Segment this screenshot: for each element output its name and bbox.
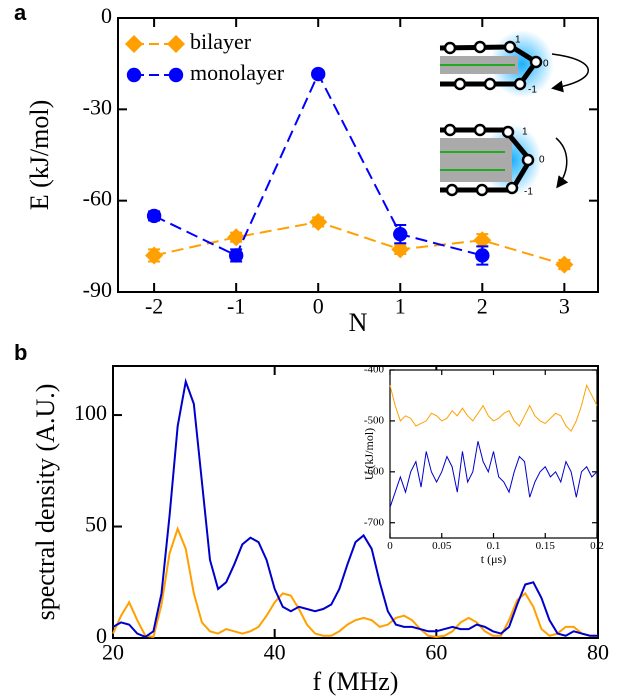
y-tick-label: 50 <box>85 512 107 537</box>
y-tick-label: 0 <box>96 623 107 648</box>
marker <box>555 255 574 274</box>
plot-frame <box>112 365 599 639</box>
legend-marker <box>126 67 142 83</box>
marker <box>475 248 490 263</box>
legend-marker <box>168 67 184 83</box>
schematic: 1 0 -1 1 0 -1 <box>439 30 589 198</box>
marker <box>146 208 162 224</box>
y-axis-label: spectral density (A.U.) <box>31 384 60 621</box>
site-label: -1 <box>528 85 537 96</box>
plot-frame <box>117 17 599 293</box>
x-tick-label: 0 <box>313 294 324 319</box>
marker <box>473 231 492 250</box>
arrow <box>551 53 589 93</box>
site-label: -1 <box>524 187 533 198</box>
site-label: 0 <box>543 59 549 70</box>
y-tick-label: -600 <box>364 465 385 477</box>
panel-label: b <box>14 340 27 365</box>
marker <box>311 66 326 82</box>
y-tick-label: -500 <box>364 414 385 426</box>
marker <box>391 240 410 259</box>
core <box>440 138 512 182</box>
x-tick-label: -2 <box>145 294 163 319</box>
arrow <box>555 137 569 189</box>
x-tick-label: 20 <box>102 640 124 665</box>
x-tick-label: 80 <box>587 640 609 665</box>
marker <box>393 226 408 242</box>
marker <box>228 248 244 263</box>
y-tick-label: -400 <box>364 364 385 376</box>
x-tick-label: 1 <box>395 294 406 319</box>
site-label: 1 <box>515 35 521 46</box>
x-tick-label: -1 <box>227 294 245 319</box>
x-tick-label: 3 <box>559 294 570 319</box>
legend-label: monolayer <box>190 60 285 85</box>
y-tick-label: -700 <box>364 516 385 528</box>
x-axis-label: N <box>349 308 368 337</box>
x-tick-label: 0.05 <box>432 540 452 552</box>
y-axis-label: U (kJ/mol) <box>362 428 376 480</box>
y-tick-label: 100 <box>74 400 107 425</box>
marker <box>309 212 328 231</box>
series-line <box>112 525 598 638</box>
x-tick-label: 0.15 <box>536 540 556 552</box>
legend-label: bilayer <box>190 29 252 54</box>
site-label: 0 <box>539 155 545 166</box>
x-axis-label: f (MHz) <box>313 667 399 696</box>
series-line <box>389 441 598 508</box>
series-line <box>153 220 565 266</box>
y-tick-label: 0 <box>101 3 112 28</box>
marker <box>145 246 164 265</box>
y-tick-label: -90 <box>83 277 112 302</box>
x-tick-label: 0.2 <box>590 540 604 552</box>
x-tick-label: 60 <box>425 640 447 665</box>
beads <box>443 123 535 197</box>
x-axis-label: t (μs) <box>481 552 506 566</box>
x-tick-label: 2 <box>477 294 488 319</box>
x-tick-label: 0.1 <box>487 540 501 552</box>
y-tick-label: -30 <box>83 94 112 119</box>
series-line <box>389 383 598 432</box>
beads <box>443 40 543 91</box>
x-tick-label: 0 <box>387 540 393 552</box>
legend-marker <box>167 35 185 53</box>
y-axis-label: E (kJ/mol) <box>25 100 54 211</box>
panel-label: a <box>14 0 27 25</box>
series-line <box>112 377 598 639</box>
legend-marker <box>125 35 143 53</box>
inset-bg <box>390 370 597 538</box>
y-tick-label: -60 <box>83 186 112 211</box>
site-label: 1 <box>522 127 528 138</box>
marker <box>227 228 246 247</box>
x-tick-label: 40 <box>264 640 286 665</box>
